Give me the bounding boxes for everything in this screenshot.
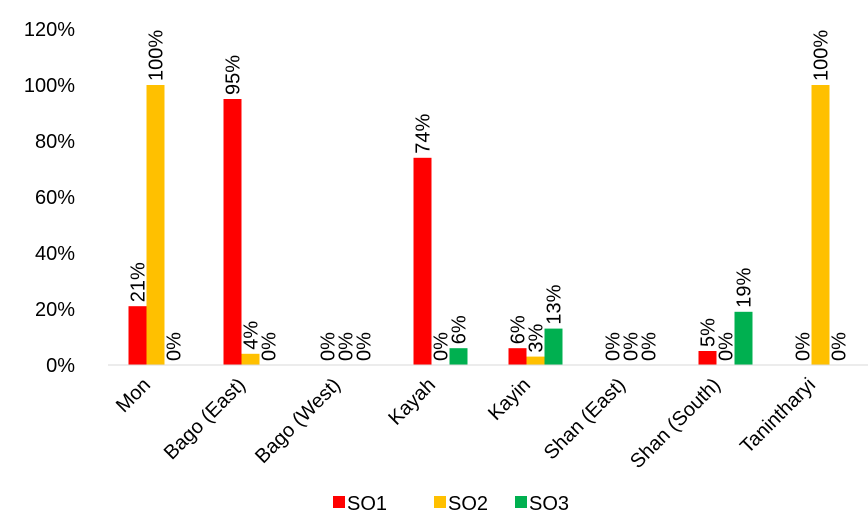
data-label: 4% [241,321,263,350]
x-tick-label: Kayah [384,374,440,430]
x-tick-label: Shan (East) [540,374,630,464]
y-tick-label: 120% [24,19,75,41]
data-label: 5% [698,318,720,347]
x-tick-label: Mon [112,374,155,417]
bar-so3 [734,311,753,365]
data-label: 0% [431,332,453,361]
data-label: 74% [413,114,435,154]
data-label: 6% [508,315,530,344]
y-tick-label: 60% [35,187,75,209]
legend-swatch-so2 [434,496,446,508]
data-label: 0% [639,332,661,361]
x-tick-label: Tanintharyi [736,374,820,458]
legend-label-so3: SO3 [529,493,569,515]
data-label: 21% [128,262,150,302]
bar-so2 [811,85,830,365]
data-label: 6% [449,315,471,344]
data-labels: 21%100%0%95%4%0% 0%0%0%74%0%6% 6%3%13%0%0%… [128,30,851,361]
bar-so1 [698,351,717,365]
legend-swatch-so1 [333,496,345,508]
bar-so3 [544,328,563,365]
y-tick-label: 80% [35,131,75,153]
legend-label-so1: SO1 [347,493,387,515]
bars [128,85,830,365]
data-label: 100% [811,30,833,81]
x-tick-label: Bago (West) [251,374,345,468]
data-label: 0% [603,332,625,361]
x-tick-label: Kayin [484,374,535,425]
data-label: 95% [223,55,245,95]
bar-so1 [128,306,147,365]
bar-so1 [413,157,432,365]
x-tick-label: Shan (South) [626,374,725,473]
legend: SO1 SO2 SO3 [333,493,569,515]
legend-label-so2: SO2 [448,493,488,515]
data-label: 0% [259,332,281,361]
y-tick-label: 20% [35,299,75,321]
data-label: 0% [793,332,815,361]
legend-swatch-so3 [515,496,527,508]
data-label: 3% [526,323,548,352]
bar-so2 [241,353,260,365]
bar-so2 [146,85,165,365]
y-tick-label: 0% [46,355,75,377]
bar-so1 [508,348,527,365]
y-axis: 0% 20% 40% 60% 80% 100% 120% [24,19,75,377]
data-label: 0% [716,332,738,361]
data-label: 0% [621,332,643,361]
bar-so2 [526,356,545,365]
bar-so1 [223,99,242,365]
y-tick-label: 100% [24,75,75,97]
data-label: 0% [164,332,186,361]
data-label: 0% [829,332,851,361]
data-label: 0% [354,332,376,361]
data-label: 100% [146,30,168,81]
data-label: 0% [318,332,340,361]
data-label: 19% [734,268,756,308]
bar-so3 [449,348,468,365]
data-label: 13% [544,284,566,324]
x-tick-label: Bago (East) [160,374,250,464]
x-axis: Mon Bago (East) Bago (West) Kayah Kayin Shan … [112,374,820,473]
data-label: 0% [336,332,358,361]
y-tick-label: 40% [35,243,75,265]
